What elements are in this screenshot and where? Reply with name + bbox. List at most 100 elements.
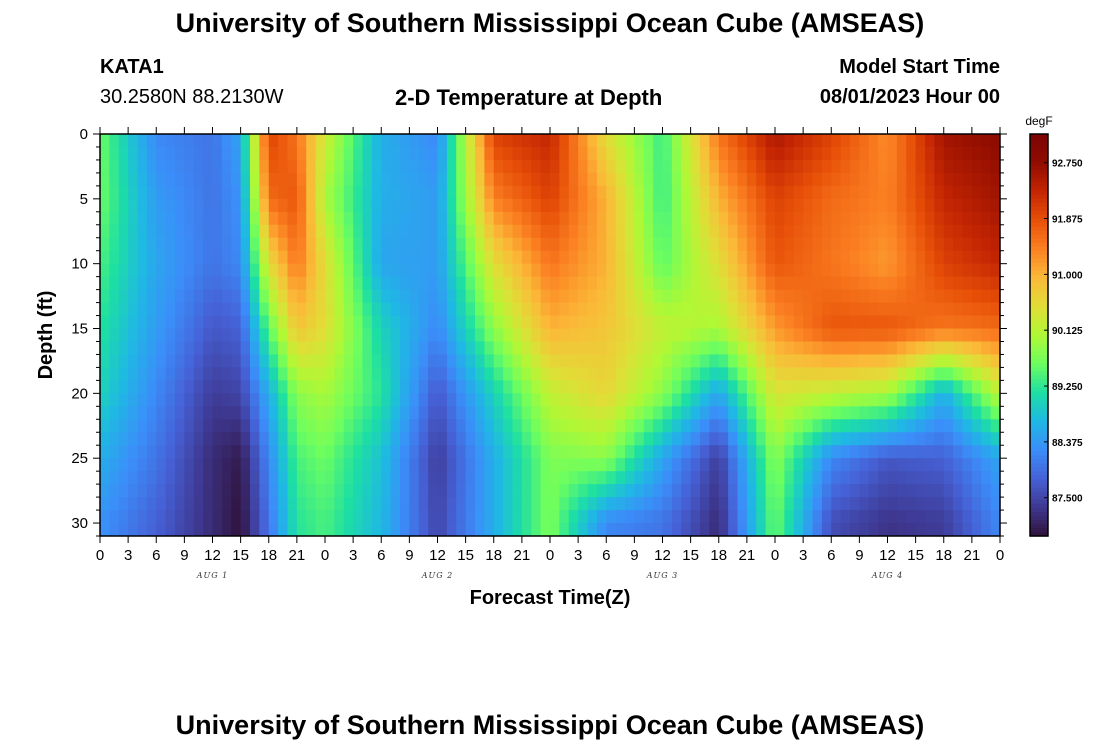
heatmap-cell [559, 172, 570, 187]
heatmap-cell [718, 224, 729, 239]
heatmap-cell [231, 146, 242, 161]
heatmap-cell [250, 484, 260, 498]
y-tick-label: 30 [71, 515, 88, 532]
colorbar-segment [1030, 294, 1048, 300]
heatmap-cell [906, 484, 917, 498]
heatmap-cell [531, 134, 542, 148]
heatmap-cell [803, 185, 814, 200]
heatmap-cell [840, 406, 851, 420]
heatmap-cell [718, 237, 729, 252]
heatmap-cell [765, 146, 776, 161]
heatmap-cell [325, 380, 335, 394]
heatmap-cell [475, 211, 485, 226]
colorbar-segment [1030, 210, 1048, 215]
heatmap-cell [709, 289, 720, 304]
heatmap-cell [343, 354, 354, 369]
heatmap-cell [371, 367, 382, 381]
heatmap-cell [231, 134, 242, 148]
heatmap-cell [184, 237, 195, 252]
x-tick-label: 15 [457, 547, 474, 564]
heatmap-cell [137, 354, 148, 369]
heatmap-cell [156, 185, 167, 200]
heatmap-cell [446, 393, 457, 407]
colorbar-segment [1030, 302, 1048, 308]
heatmap-cell [756, 263, 767, 278]
heatmap-cell [231, 406, 242, 420]
heatmap-cell [221, 432, 232, 446]
heatmap-cell [137, 510, 148, 524]
heatmap-cell [146, 406, 157, 420]
heatmap-cell [793, 445, 804, 459]
heatmap-cell [821, 224, 832, 239]
heatmap-cell [925, 393, 935, 407]
heatmap-cell [718, 159, 729, 174]
heatmap-cell [493, 484, 504, 498]
heatmap-cell [353, 315, 364, 330]
heatmap-cell [409, 341, 420, 356]
heatmap-cell [118, 276, 129, 291]
heatmap-cell [859, 406, 870, 420]
heatmap-cell [737, 432, 748, 446]
heatmap-cell [962, 302, 973, 317]
heatmap-cell [662, 419, 673, 433]
heatmap-cell [756, 341, 767, 356]
heatmap-cell [568, 341, 579, 356]
heatmap-cell [934, 263, 945, 278]
heatmap-cell [193, 380, 204, 394]
heatmap-cell [803, 302, 814, 317]
heatmap-cell [596, 497, 607, 511]
heatmap-cell [550, 406, 560, 420]
heatmap-cell [690, 354, 701, 369]
heatmap-cell [878, 341, 889, 356]
heatmap-cell [953, 367, 964, 381]
heatmap-cell [850, 406, 860, 420]
colorbar-tick-label: 87.500 [1052, 494, 1083, 505]
heatmap-cell [831, 185, 842, 200]
heatmap-cell [709, 380, 720, 394]
heatmap-cell [953, 419, 964, 433]
heatmap-cell [709, 134, 720, 148]
heatmap-cell [709, 328, 720, 343]
heatmap-cell [212, 198, 223, 213]
heatmap-cell [690, 263, 701, 278]
heatmap-cell [306, 484, 317, 498]
heatmap-cell [915, 315, 926, 330]
heatmap-cell [437, 146, 448, 161]
heatmap-cell [437, 432, 448, 446]
heatmap-cell [643, 250, 654, 265]
heatmap-cell [315, 315, 326, 330]
heatmap-cell [400, 510, 410, 524]
heatmap-cell [671, 237, 682, 252]
heatmap-cell [484, 523, 495, 536]
heatmap-cell [193, 263, 204, 278]
heatmap-cell [287, 484, 298, 498]
heatmap-cell [953, 497, 964, 511]
heatmap-cell [353, 328, 364, 343]
heatmap-cell [906, 393, 917, 407]
heatmap-cell [756, 458, 767, 472]
heatmap-cell [484, 341, 495, 356]
heatmap-cell [653, 185, 664, 200]
heatmap-cell [109, 328, 120, 343]
heatmap-cell [793, 134, 804, 148]
heatmap-cell [971, 523, 982, 536]
heatmap-cell [850, 134, 860, 148]
heatmap-cell [962, 471, 973, 485]
heatmap-cell [240, 289, 251, 304]
heatmap-cell [990, 263, 1000, 278]
heatmap-cell [418, 406, 429, 420]
heatmap-cell [990, 198, 1000, 213]
x-tick-label: 3 [349, 547, 357, 564]
heatmap-cell [381, 445, 392, 459]
heatmap-cell [221, 237, 232, 252]
heatmap-cell [100, 315, 110, 330]
heatmap-cell [221, 146, 232, 161]
heatmap-cell [531, 315, 542, 330]
heatmap-cell [981, 497, 992, 511]
heatmap-cell [390, 276, 401, 291]
heatmap-cell [193, 211, 204, 226]
heatmap-cell [503, 302, 514, 317]
heatmap-cell [803, 198, 814, 213]
heatmap-cell [953, 198, 964, 213]
colorbar-segment [1030, 322, 1048, 328]
